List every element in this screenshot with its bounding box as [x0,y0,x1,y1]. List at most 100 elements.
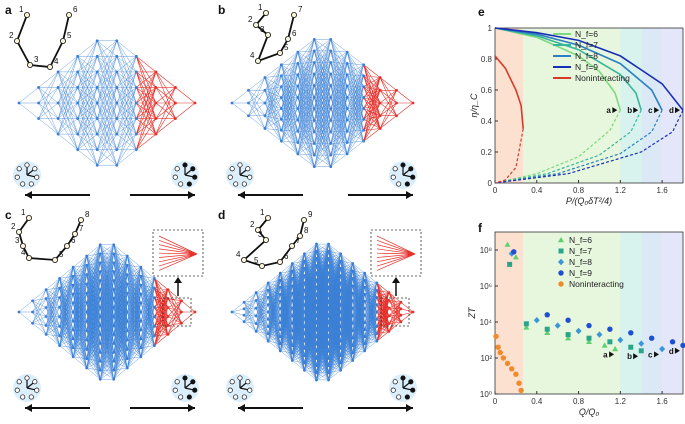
network-node [154,117,158,120]
data-point [607,326,613,332]
curve-marker-label: a [606,106,611,115]
network-node [71,346,75,350]
series-line [494,27,622,111]
ring-site [241,394,247,400]
network-edges-red [376,282,414,342]
network-node [85,273,89,277]
network-node [125,319,129,323]
data-point [544,312,550,318]
data-point [544,326,550,332]
network-edges [231,243,378,381]
network-node [139,337,143,341]
network-node [399,307,403,311]
data-point [500,355,507,361]
chain-site [78,216,85,223]
data-point [504,241,511,247]
network-node [112,261,116,265]
y-tick-label: 10⁸ [480,246,492,255]
y-tick-label: 0 [488,179,493,188]
curve-marker-arrow [654,351,660,358]
network-node [95,39,99,43]
site-label: 3 [258,230,263,239]
shaded-region [662,232,683,394]
network-node [363,271,367,275]
y-tick-label: 0.6 [481,86,493,95]
network-node [134,70,138,74]
network-node [71,292,75,296]
data-point [497,349,503,356]
network-node [303,368,306,372]
network-node [112,270,116,274]
network-node [363,314,367,317]
data-point [575,327,582,335]
panel-label-b: b [218,3,225,17]
network-node [303,361,306,365]
network-node [279,85,283,89]
network-node [378,114,382,118]
network-node [174,86,177,89]
y-tick-label: 10⁴ [480,318,493,327]
chain-site [296,232,303,239]
chain-site [300,216,307,223]
network-node [112,333,116,336]
network-node [279,74,283,78]
network-node [98,333,102,336]
site-label: 2 [248,15,253,24]
network-node [387,298,391,302]
network-node [329,72,333,76]
network-node [399,320,403,324]
network-node [278,307,282,310]
chain-site [64,242,71,249]
ring-site [172,174,178,180]
ring-site [396,394,402,400]
legend-label: N_f=8 [575,51,598,61]
site-label: 8 [304,226,309,235]
data-point [511,249,517,255]
network-node [174,101,177,105]
chain-site [254,58,261,65]
network-node [315,307,318,310]
network-node [296,62,300,65]
ring-site [174,166,180,172]
network-node [339,274,342,277]
series-line-lower [494,109,684,184]
network-node [375,317,379,321]
network-node [139,292,143,296]
chain-site [26,62,33,69]
network-node [71,355,75,359]
data-point [638,340,645,347]
network-node [263,114,267,118]
arrow-head [238,191,245,199]
network-node [112,377,116,381]
ring-site [16,379,22,385]
ring-site [229,379,235,385]
chain-site [15,228,22,235]
network-node [399,313,403,317]
ring-site [245,379,251,385]
series-line [494,55,524,129]
shaded-region [662,28,683,183]
network-node [375,296,379,299]
plot-frame [494,27,684,184]
network-node [327,335,330,339]
network-node [329,61,333,64]
network-node [296,141,300,144]
network-node [31,310,34,314]
network-node [387,291,391,294]
network-node [339,252,342,256]
data-point [617,336,624,344]
network-node [98,261,102,265]
y-tick-label: 10⁰ [480,390,492,399]
network-node [351,351,355,355]
network-node [315,342,318,346]
network-node [290,344,294,347]
network-node [327,307,330,310]
x-axis-label: Q/Q₀ [579,407,600,417]
network-node [351,329,355,333]
network-node [290,284,294,288]
ring-site [182,375,188,381]
network-node [112,368,116,372]
network-node [315,335,318,339]
x-tick-label: 0.8 [573,186,585,195]
network-node [327,321,330,325]
